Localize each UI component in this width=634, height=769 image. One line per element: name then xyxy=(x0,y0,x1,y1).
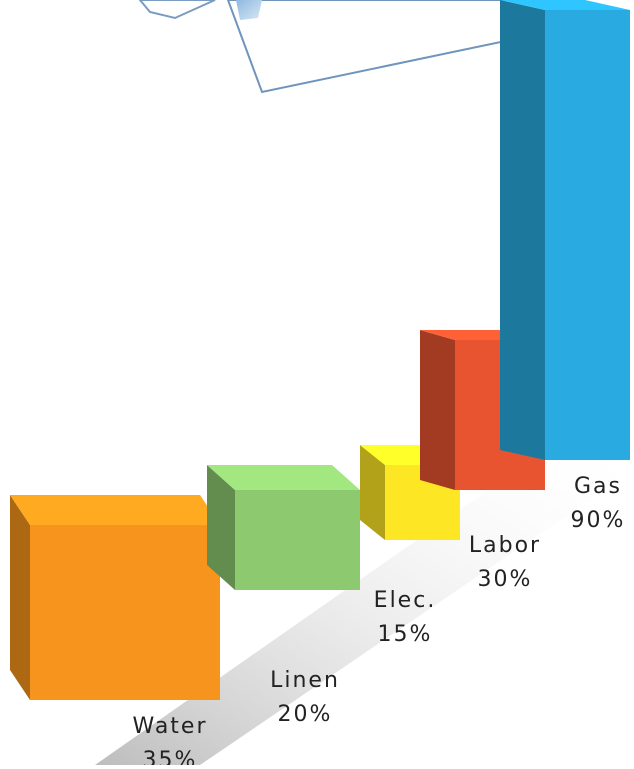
photo-image xyxy=(236,0,262,20)
bar-top xyxy=(10,495,220,525)
category-label: Linen xyxy=(270,668,340,693)
bar-side xyxy=(10,495,30,700)
value-label: 20% xyxy=(278,702,333,727)
bar-side xyxy=(420,330,455,490)
value-label: 15% xyxy=(378,622,433,647)
bar xyxy=(545,10,630,460)
bars xyxy=(10,0,630,700)
bar xyxy=(30,525,220,700)
category-label: Gas xyxy=(574,474,622,499)
page: Water35%Linen20%Elec.15%Labor30%Gas90% (… xyxy=(0,0,634,765)
category-label: Elec. xyxy=(374,588,437,613)
value-label: 35% xyxy=(143,748,198,765)
photo-cards xyxy=(140,0,555,92)
bar xyxy=(235,490,360,590)
category-label: Water xyxy=(132,714,207,739)
value-label: 30% xyxy=(478,567,533,592)
value-label: 90% xyxy=(571,508,626,533)
category-label: Labor xyxy=(469,533,541,558)
bar-side xyxy=(500,0,545,460)
photo-card xyxy=(140,0,215,18)
chart: Water 35% Linen 20% Elec. 15% Labor 30% Gas 90% xyxy=(0,0,634,765)
